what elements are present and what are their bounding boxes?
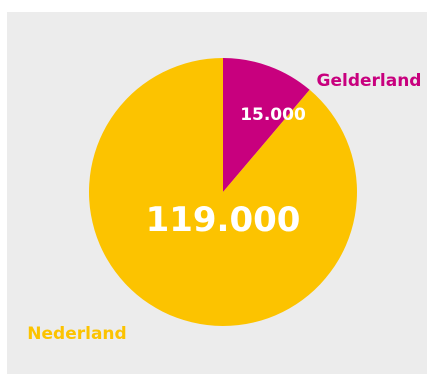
slice-name-nederland: Nederland xyxy=(27,324,126,344)
slice-value-gelderland: 15.000 xyxy=(240,105,306,125)
pie-chart: 15.000 Gelderland 119.000 Nederland xyxy=(27,58,421,344)
slice-name-gelderland: Gelderland xyxy=(317,71,422,91)
pie-labels: 15.000 Gelderland 119.000 Nederland xyxy=(27,71,421,344)
pie-slice-gelderland xyxy=(223,58,310,192)
slice-value-nederland: 119.000 xyxy=(146,200,301,240)
chart-panel: 15.000 Gelderland 119.000 Nederland xyxy=(7,12,427,374)
pie-slices xyxy=(88,58,357,326)
pie-slice-nederland xyxy=(88,58,357,326)
